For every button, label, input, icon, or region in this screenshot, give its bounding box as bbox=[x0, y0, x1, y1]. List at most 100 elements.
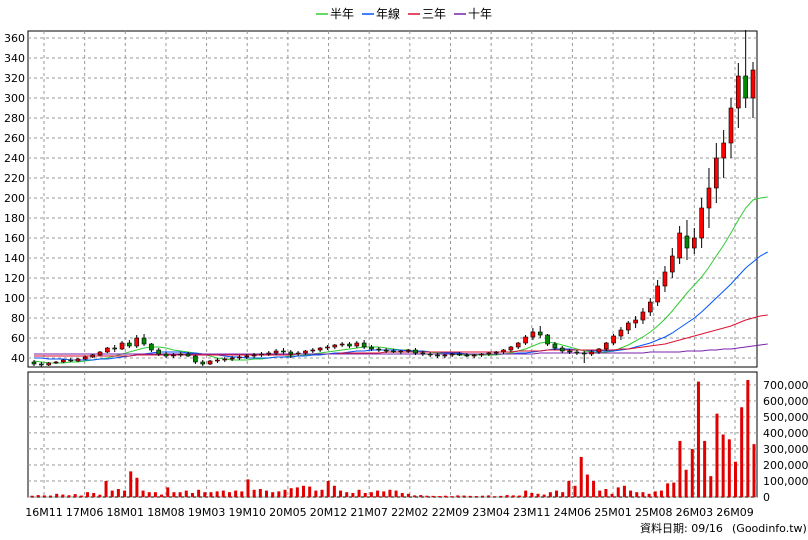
candle bbox=[471, 354, 477, 358]
candle bbox=[288, 350, 294, 358]
candle-body bbox=[361, 342, 367, 348]
candle-body bbox=[559, 347, 565, 352]
candle bbox=[537, 326, 543, 338]
volume-bar bbox=[73, 494, 77, 497]
volume-bar bbox=[536, 493, 540, 497]
candle bbox=[53, 361, 59, 364]
volume-bar bbox=[190, 492, 194, 497]
volume-bar bbox=[320, 489, 324, 497]
candle bbox=[515, 342, 521, 349]
candle-body bbox=[90, 354, 95, 358]
candle bbox=[193, 355, 198, 364]
candle bbox=[493, 351, 499, 355]
candle bbox=[420, 351, 426, 356]
volume-tick-label: 600,000 bbox=[763, 395, 808, 408]
volume-bar bbox=[129, 471, 133, 497]
volume-bar bbox=[252, 489, 256, 497]
candle bbox=[574, 350, 580, 355]
candle-body bbox=[295, 352, 301, 355]
volume-bar bbox=[703, 440, 707, 497]
candle-body bbox=[647, 301, 653, 313]
volume-bar bbox=[345, 492, 349, 497]
candle-body bbox=[508, 346, 514, 351]
candle-body bbox=[677, 232, 682, 259]
volume-bar bbox=[110, 490, 114, 497]
price-tick-label: 60 bbox=[11, 332, 25, 345]
volume-bar bbox=[178, 492, 182, 497]
candle bbox=[200, 360, 206, 366]
candle-body bbox=[633, 319, 638, 324]
x-tick-label: 19M10 bbox=[228, 506, 266, 519]
volume-bar bbox=[295, 487, 299, 497]
volume-bar bbox=[740, 407, 744, 497]
volume-bar bbox=[67, 495, 71, 497]
candle bbox=[68, 358, 73, 362]
candle-body bbox=[479, 353, 484, 356]
candle-body bbox=[83, 356, 88, 360]
legend-label: 年線 bbox=[376, 6, 400, 21]
candle-body bbox=[515, 342, 521, 348]
x-tick-label: 21M07 bbox=[350, 506, 388, 519]
volume-bar bbox=[172, 492, 176, 497]
volume-bar bbox=[42, 495, 46, 497]
volume-bar bbox=[641, 492, 645, 497]
candle-body bbox=[46, 362, 51, 366]
candle-body bbox=[134, 337, 140, 347]
candle bbox=[508, 346, 514, 352]
candle-body bbox=[317, 347, 323, 351]
volume-bar bbox=[246, 479, 250, 497]
volume-bar bbox=[326, 480, 330, 497]
candle-body bbox=[222, 358, 228, 361]
x-tick-label: 24M06 bbox=[554, 506, 592, 519]
candle-body bbox=[127, 342, 132, 347]
volume-bar bbox=[376, 490, 380, 497]
x-tick-label: 22M09 bbox=[432, 506, 470, 519]
candle bbox=[149, 343, 154, 352]
volume-bar bbox=[61, 494, 65, 497]
volume-bar bbox=[511, 495, 515, 497]
candle bbox=[391, 349, 396, 353]
candle-body bbox=[501, 349, 506, 353]
candle bbox=[178, 352, 184, 357]
candle bbox=[427, 352, 433, 357]
price-tick-label: 240 bbox=[4, 152, 25, 165]
candle-body bbox=[339, 343, 345, 346]
volume-bar bbox=[666, 483, 670, 497]
price-panel: 40 60 80 100 120 140 160 180 200 220 240 260 280 300 3… bbox=[4, 30, 768, 368]
volume-bar bbox=[721, 434, 725, 497]
volume-bar bbox=[283, 489, 287, 497]
volume-bar bbox=[314, 490, 318, 497]
candle bbox=[552, 342, 558, 350]
candle bbox=[647, 298, 653, 316]
candle-body bbox=[163, 353, 169, 357]
volume-bar bbox=[518, 495, 522, 497]
candle bbox=[369, 345, 374, 351]
candle bbox=[523, 335, 528, 345]
volume-tick-label: 0 bbox=[763, 491, 770, 504]
volume-bar bbox=[696, 381, 700, 497]
candle bbox=[486, 352, 492, 356]
price-tick-label: 320 bbox=[4, 72, 25, 85]
candle-body bbox=[750, 69, 756, 99]
candle-body bbox=[611, 335, 616, 344]
candle-body bbox=[493, 351, 499, 354]
candle bbox=[581, 351, 587, 363]
candle-body bbox=[618, 329, 624, 337]
volume-tick-label: 400,000 bbox=[763, 427, 808, 440]
candle bbox=[567, 349, 572, 354]
x-tick-label: 22M02 bbox=[391, 506, 429, 519]
candle-body bbox=[581, 352, 587, 355]
x-tick-label: 26M09 bbox=[716, 506, 754, 519]
volume-bar bbox=[116, 488, 120, 497]
x-tick-label: 23M04 bbox=[472, 506, 510, 519]
candle-body bbox=[178, 353, 184, 356]
volume-bar bbox=[567, 480, 571, 497]
candle bbox=[90, 354, 95, 358]
volume-bar bbox=[456, 495, 460, 497]
volume-bar bbox=[647, 493, 651, 497]
candle-body bbox=[574, 351, 580, 354]
price-tick-label: 220 bbox=[4, 172, 25, 185]
x-tick-label: 17M06 bbox=[66, 506, 104, 519]
price-tick-label: 280 bbox=[4, 112, 25, 125]
volume-tick-label: 500,000 bbox=[763, 411, 808, 424]
